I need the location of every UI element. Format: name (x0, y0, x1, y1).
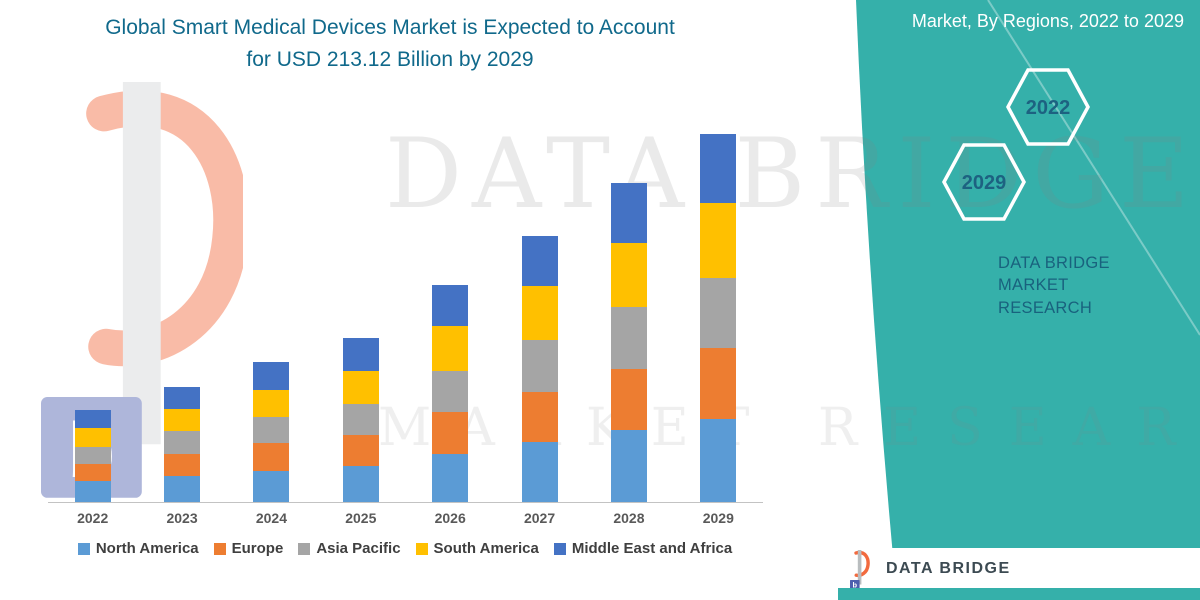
segment-middle-east-and-africa-2029 (700, 134, 737, 204)
legend-item-middle-east-and-africa: Middle East and Africa (553, 540, 733, 557)
segment-asia-pacific-2024 (253, 417, 290, 444)
bar-2024 (227, 362, 316, 502)
segment-north-america-2023 (164, 476, 201, 502)
legend-item-asia-pacific: Asia Pacific (298, 540, 401, 557)
segment-europe-2024 (253, 443, 290, 471)
chart-title-line2: for USD 213.12 Billion by 2029 (246, 47, 534, 71)
stacked-bar (253, 362, 290, 502)
bar-2023 (137, 386, 226, 502)
segment-europe-2023 (164, 453, 201, 477)
x-axis-label-2028: 2028 (613, 510, 645, 526)
bars-row (48, 93, 763, 503)
segment-middle-east-and-africa-2022 (74, 410, 111, 428)
segment-south-america-2024 (253, 389, 290, 418)
bar-2026 (406, 284, 495, 502)
segment-europe-2022 (74, 464, 111, 482)
segment-north-america-2027 (521, 441, 558, 502)
segment-asia-pacific-2029 (700, 277, 737, 349)
segment-north-america-2029 (700, 419, 737, 502)
segment-south-america-2026 (432, 326, 469, 371)
legend-label-north-america: North America (95, 540, 199, 557)
legend-swatch-europe (213, 542, 226, 555)
hexagon-year-2022: 2022 (1026, 97, 1071, 119)
year-hexagons: 2022 2029 (942, 68, 1090, 221)
chart-legend: North America Europe Asia Pacific South Ame… (40, 540, 770, 557)
segment-middle-east-and-africa-2027 (521, 236, 558, 287)
segment-europe-2027 (521, 391, 558, 442)
x-axis-label-2027: 2027 (523, 510, 556, 526)
dbmr-brand-line1: DATA BRIDGE MARKET (998, 254, 1110, 295)
segment-middle-east-and-africa-2028 (610, 182, 647, 244)
bar-2028 (584, 182, 673, 502)
x-axis-label-2024: 2024 (255, 510, 288, 526)
segment-europe-2026 (432, 412, 469, 454)
segment-europe-2028 (610, 369, 647, 430)
segment-north-america-2025 (342, 465, 379, 502)
bar-2027 (495, 236, 584, 502)
bar-2029 (674, 134, 763, 502)
segment-north-america-2028 (610, 429, 647, 502)
stacked-bar (610, 182, 647, 502)
legend-swatch-asia-pacific (298, 542, 311, 555)
dbmr-brand-text: DATA BRIDGE MARKET RESEARCH (998, 252, 1178, 319)
stacked-bar (521, 236, 558, 502)
footer-brand-block: b DATA BRIDGE (838, 548, 1200, 600)
stacked-bar (342, 337, 379, 502)
x-axis-labels: 2022 2023 2024 2025 2026 2027 2028 2029 (48, 510, 763, 526)
segment-south-america-2029 (700, 203, 737, 278)
dbmr-brand-line2: RESEARCH (998, 298, 1093, 317)
segment-south-america-2023 (164, 408, 201, 432)
stacked-bar (164, 386, 201, 502)
segment-middle-east-and-africa-2023 (164, 386, 201, 409)
segment-asia-pacific-2025 (342, 403, 379, 435)
databridge-footer-logo: b (850, 550, 870, 590)
x-axis-label-2022: 2022 (77, 510, 109, 526)
segment-asia-pacific-2026 (432, 370, 469, 413)
x-axis-label-2025: 2025 (345, 510, 377, 526)
segment-middle-east-and-africa-2026 (432, 284, 469, 327)
legend-item-south-america: South America (415, 540, 539, 557)
segment-asia-pacific-2028 (610, 306, 647, 370)
footer-teal-strip (838, 588, 1200, 600)
legend-swatch-north-america (77, 542, 90, 555)
x-axis-label-2026: 2026 (434, 510, 466, 526)
legend-label-europe: Europe (231, 540, 284, 557)
chart-title: Global Smart Medical Devices Market is E… (40, 12, 740, 75)
chart-title-line1: Global Smart Medical Devices Market is E… (105, 16, 675, 39)
legend-swatch-middle-east-and-africa (553, 542, 566, 555)
legend-label-middle-east-and-africa: Middle East and Africa (571, 540, 733, 557)
legend-label-south-america: South America (433, 540, 539, 557)
hexagon-year-2029: 2029 (962, 172, 1007, 194)
legend-label-asia-pacific: Asia Pacific (316, 540, 401, 557)
svg-text:b: b (853, 581, 858, 590)
bar-2022 (48, 410, 137, 502)
segment-middle-east-and-africa-2025 (342, 337, 379, 371)
segment-europe-2029 (700, 348, 737, 420)
segment-asia-pacific-2023 (164, 431, 201, 454)
segment-north-america-2022 (74, 481, 111, 502)
legend-swatch-south-america (415, 542, 428, 555)
segment-north-america-2024 (253, 470, 290, 502)
segment-south-america-2027 (521, 286, 558, 340)
footer-brand-name: DATA BRIDGE (886, 560, 1011, 577)
bar-2025 (316, 337, 405, 502)
chart-area: 2022 2023 2024 2025 2026 2027 2028 2029 (48, 93, 763, 526)
segment-south-america-2028 (610, 243, 647, 307)
segment-asia-pacific-2022 (74, 446, 111, 465)
stacked-bar (74, 410, 111, 502)
stacked-bar (700, 134, 737, 502)
segment-europe-2025 (342, 434, 379, 466)
segment-south-america-2022 (74, 427, 111, 447)
side-panel-heading: Market, By Regions, 2022 to 2029 (911, 11, 1184, 31)
segment-asia-pacific-2027 (521, 339, 558, 392)
legend-item-europe: Europe (213, 540, 284, 557)
segment-south-america-2025 (342, 370, 379, 404)
x-axis-label-2029: 2029 (702, 510, 734, 526)
legend-item-north-america: North America (77, 540, 199, 557)
stacked-bar (432, 284, 469, 502)
x-axis-label-2023: 2023 (166, 510, 198, 526)
segment-north-america-2026 (432, 453, 469, 502)
segment-middle-east-and-africa-2024 (253, 362, 290, 390)
